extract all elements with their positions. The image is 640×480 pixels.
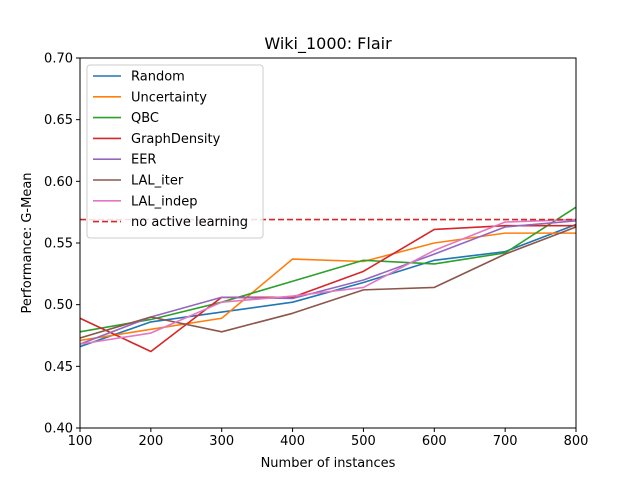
legend-label-2: QBC	[131, 111, 159, 126]
legend-label-1: Uncertainty	[131, 90, 207, 105]
y-tick-label-1: 0.45	[44, 360, 73, 375]
y-tick-label-3: 0.55	[44, 237, 73, 252]
legend-label-5: LAL_iter	[131, 174, 184, 189]
x-tick-label-5: 600	[422, 434, 447, 449]
legend-label-0: Random	[131, 70, 185, 85]
y-axis-ticks: 0.40 0.45 0.50 0.55 0.60 0.65 0.70	[44, 52, 80, 437]
legend-frame	[86, 64, 264, 239]
series-layer	[79, 206, 577, 353]
series-line-4	[79, 220, 577, 345]
legend-label-4: EER	[131, 153, 156, 168]
x-tick-label-7: 800	[564, 434, 589, 449]
x-axis-ticks: 100 200 300 400 500 600 700 800	[68, 428, 589, 449]
y-tick-label-5: 0.65	[44, 113, 73, 128]
x-tick-label-0: 100	[68, 434, 93, 449]
x-tick-label-2: 300	[209, 434, 234, 449]
legend-label-3: GraphDensity	[131, 132, 221, 147]
x-axis-label: Number of instances	[261, 456, 396, 471]
x-tick-label-4: 500	[351, 434, 376, 449]
series-line-6	[79, 218, 577, 345]
legend: Random Uncertainty QBC GraphDensity EER LAL_i…	[86, 64, 264, 239]
x-tick-label-1: 200	[138, 434, 163, 449]
legend-label-7: no active learning	[131, 215, 248, 230]
y-tick-label-2: 0.50	[44, 298, 73, 313]
legend-label-6: LAL_indep	[131, 194, 198, 209]
y-tick-label-4: 0.60	[44, 175, 73, 190]
x-tick-label-6: 700	[493, 434, 518, 449]
y-tick-label-6: 0.70	[44, 52, 73, 67]
y-axis-label: Performance: G-Mean	[20, 172, 35, 313]
y-tick-label-0: 0.40	[44, 422, 73, 437]
chart-title: Wiki_1000: Flair	[264, 34, 392, 54]
series-line-2	[79, 206, 577, 333]
series-line-5	[79, 226, 577, 339]
x-tick-label-3: 400	[280, 434, 305, 449]
